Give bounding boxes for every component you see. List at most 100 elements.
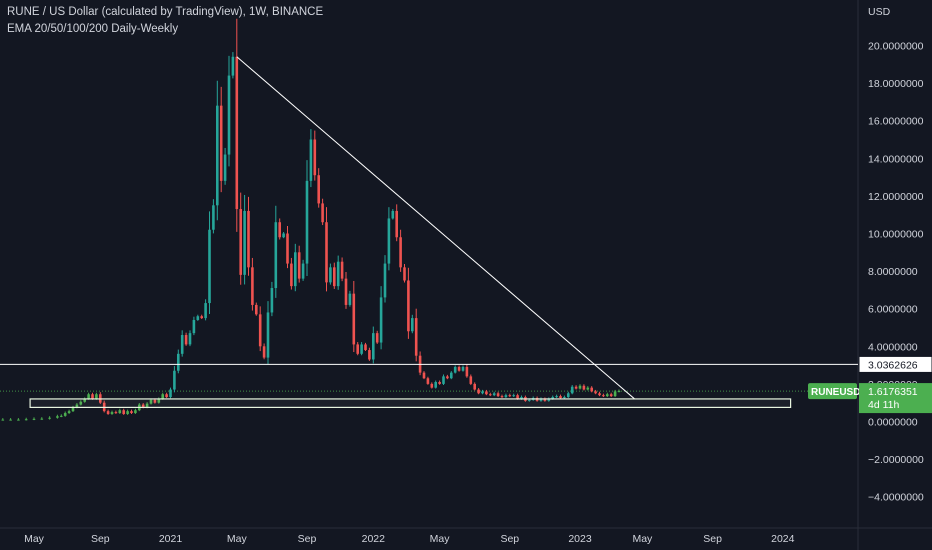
candle-body: [407, 280, 410, 332]
candle-body: [414, 318, 418, 356]
candle-body: [134, 410, 137, 414]
candle-body: [56, 416, 59, 418]
time-tick-label: Sep: [500, 533, 519, 545]
candle-body: [32, 418, 36, 420]
candle-body: [17, 419, 20, 421]
candle-body: [586, 387, 590, 390]
candle-body: [469, 376, 473, 384]
symbol-tag[interactable]: [808, 383, 857, 400]
candle-body: [422, 372, 426, 379]
candle-body: [356, 344, 359, 354]
countdown-label: 4d 11h: [868, 399, 899, 411]
candle-body: [430, 383, 434, 388]
plot-area[interactable]: [0, 0, 858, 528]
candle-body: [321, 203, 324, 223]
candle-body: [106, 411, 110, 414]
candle-body: [161, 394, 164, 399]
candle-body: [489, 394, 492, 396]
price-tick-label: 0.0000000: [868, 417, 918, 429]
horizontal-line-price-tag: [858, 355, 932, 373]
candle-body: [551, 397, 554, 399]
candle-body: [317, 175, 320, 204]
candle-body: [270, 288, 274, 313]
candle-body: [282, 233, 285, 238]
candle-body: [364, 344, 367, 351]
candle-body: [60, 415, 63, 417]
candle-body: [340, 261, 344, 279]
candle-body: [83, 398, 86, 402]
candle-body: [48, 417, 51, 419]
candle-body: [173, 370, 176, 390]
candle-body: [141, 404, 145, 408]
candle-body: [184, 335, 188, 345]
candle-body: [617, 391, 621, 393]
candle-body: [95, 394, 98, 399]
candle-body: [153, 399, 157, 403]
candle-body: [500, 396, 504, 398]
horizontal-line-price-label: 3.0362626: [868, 359, 918, 371]
candle-body: [309, 139, 313, 181]
candle-body: [450, 372, 453, 379]
candle-body: [126, 411, 129, 414]
time-tick-label: 2021: [159, 533, 183, 545]
candle-body: [426, 378, 430, 384]
time-tick-label: 2023: [568, 533, 592, 545]
candle-body: [372, 333, 375, 360]
time-tick-label: May: [632, 533, 653, 545]
candle-body: [481, 391, 484, 394]
candle-body: [192, 319, 196, 334]
candle-body: [216, 105, 219, 206]
candle-body: [473, 383, 476, 390]
candle-body: [512, 395, 515, 397]
candle-body: [594, 391, 597, 394]
price-tick-label: 10.0000000: [868, 229, 924, 241]
candle-body: [180, 335, 184, 354]
candle-body: [379, 297, 383, 343]
candle-body: [567, 393, 570, 398]
candle-body: [71, 407, 75, 412]
candle-body: [79, 401, 83, 405]
candle-body: [243, 210, 246, 275]
candle-body: [177, 353, 180, 371]
support-zone-box[interactable]: [29, 398, 792, 409]
candle-body: [352, 293, 356, 345]
price-tick-label: −2.0000000: [868, 454, 924, 466]
descending-trendline[interactable]: [236, 56, 635, 400]
candle-body: [9, 419, 12, 421]
candle-body: [122, 410, 125, 414]
symbol-tag-label: RUNEUSD: [811, 387, 860, 398]
candle-body: [130, 411, 133, 414]
candle-body: [375, 333, 379, 343]
candle-body: [504, 395, 508, 398]
candle-body: [204, 303, 207, 319]
price-tick-label: 14.0000000: [868, 153, 924, 165]
candle-body: [578, 385, 582, 389]
time-tick-label: 2022: [362, 533, 386, 545]
candle-body: [348, 293, 352, 305]
price-tick-label: 20.0000000: [868, 41, 924, 53]
time-tick-label: May: [227, 533, 248, 545]
candle-body: [223, 154, 227, 181]
candle-body: [251, 267, 254, 305]
candle-body: [442, 376, 445, 384]
candle-body: [91, 394, 94, 399]
candle-body: [391, 210, 395, 219]
last-price-tag: [859, 383, 932, 414]
indicator-label: EMA 20/50/100/200 Daily-Weekly: [7, 23, 178, 35]
candle-body: [395, 210, 398, 238]
candle-body: [520, 397, 523, 399]
candle-body: [255, 304, 258, 315]
candle-body: [188, 333, 192, 345]
candle-body: [461, 366, 465, 371]
candle-body: [344, 278, 348, 305]
candle-body: [286, 233, 289, 264]
candle-body: [239, 209, 242, 275]
candle-body: [219, 105, 223, 181]
candle-body: [446, 376, 449, 379]
candle-body: [227, 75, 231, 155]
candle-body: [67, 411, 71, 414]
candle-body: [399, 237, 402, 268]
candle-body: [258, 314, 262, 347]
